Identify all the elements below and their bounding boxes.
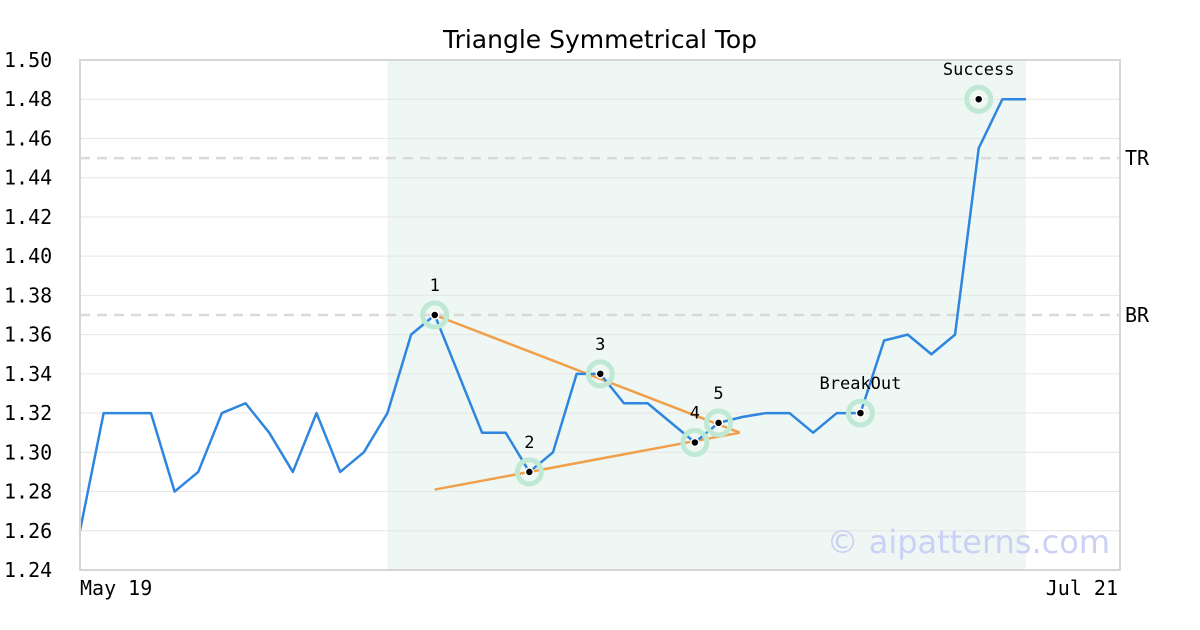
key-point-1: 1 — [420, 276, 450, 330]
marker-dot — [430, 310, 440, 320]
marker-ring — [585, 359, 615, 389]
y-tick-label: 1.24 — [4, 558, 52, 582]
y-tick-label: 1.48 — [4, 87, 52, 111]
marker-dot — [855, 408, 866, 418]
x-tick-label-end: Jul 21 — [1046, 576, 1118, 600]
marker-ring — [680, 428, 710, 457]
key-point-4: 4 — [680, 404, 710, 457]
key-point-label: 1 — [430, 276, 440, 296]
marker-dot — [973, 94, 984, 104]
key-point-5: 5 — [704, 384, 734, 438]
watermark: © aipatterns.com — [827, 523, 1110, 561]
key-point-breakout: BreakOut — [820, 374, 902, 428]
key-point-label: 4 — [690, 404, 700, 424]
lower-trendline — [434, 431, 741, 491]
y-tick-label: 1.42 — [4, 205, 52, 229]
reference-lines: TR BR — [80, 146, 1150, 327]
key-point-label: 5 — [713, 384, 723, 404]
y-tick-label: 1.32 — [4, 401, 52, 425]
reference-label-tr: TR — [1125, 146, 1150, 170]
marker-dot — [524, 467, 535, 477]
y-tick-label: 1.40 — [4, 244, 52, 268]
marker-dot — [713, 418, 724, 428]
y-tick-label: 1.36 — [4, 323, 52, 347]
y-tick-label: 1.28 — [4, 480, 52, 504]
plot-frame — [79, 59, 1121, 571]
key-point-label: BreakOut — [820, 374, 902, 394]
key-point-success: Success — [943, 60, 1015, 114]
key-point-markers: 1 2 3 45 BreakOut Success — [420, 60, 1015, 487]
y-tick-label: 1.44 — [4, 166, 52, 190]
y-tick-label: 1.38 — [4, 283, 52, 307]
marker-ring — [964, 84, 994, 114]
y-tick-label: 1.26 — [4, 519, 52, 543]
key-point-label: 3 — [595, 335, 605, 355]
price-series-line — [78, 97, 1026, 532]
reference-label-br: BR — [1125, 303, 1150, 327]
key-point-3: 3 — [585, 335, 615, 389]
key-point-label: Success — [943, 60, 1015, 80]
marker-dot — [595, 369, 606, 379]
marker-ring — [704, 408, 734, 438]
marker-ring — [420, 300, 450, 330]
y-tick-label: 1.30 — [4, 440, 52, 464]
marker-ring — [514, 457, 544, 487]
key-point-label: 2 — [524, 433, 534, 453]
marker-ring — [845, 398, 875, 428]
marker-dot — [690, 437, 700, 448]
key-point-2: 2 — [514, 433, 544, 487]
y-tick-label: 1.34 — [4, 362, 52, 386]
y-axis-ticks: 1.50 1.48 1.46 1.44 1.42 1.40 1.38 1.36 1.34 1.32… — [4, 48, 52, 582]
chart-title: Triangle Symmetrical Top — [442, 25, 757, 54]
y-tick-label: 1.50 — [4, 48, 52, 72]
y-tick-label: 1.46 — [4, 126, 52, 150]
x-tick-label-start: May 19 — [80, 576, 152, 600]
